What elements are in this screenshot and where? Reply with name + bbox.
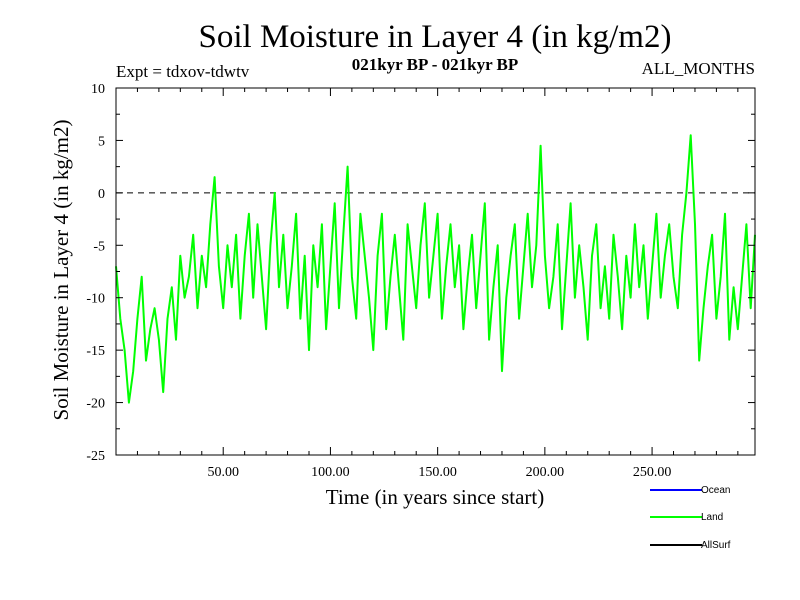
x-tick-label: 150.00 xyxy=(418,465,457,480)
legend-label-allsurf: AllSurf xyxy=(701,540,731,551)
y-axis-label: Soil Moisture in Layer 4 (in kg/m2) xyxy=(49,120,73,421)
y-tick-label: 5 xyxy=(98,134,105,149)
y-tick-label: 10 xyxy=(91,82,105,97)
chart-title: Soil Moisture in Layer 4 (in kg/m2) xyxy=(199,19,672,55)
y-tick-label: -15 xyxy=(86,344,105,359)
legend-item-allsurf: AllSurf xyxy=(650,540,731,551)
y-axis: -25 -20 -15 -10 -5 0 5 10 xyxy=(86,82,755,464)
y-tick-label: -20 xyxy=(86,397,105,412)
legend-item-ocean: Ocean xyxy=(650,485,730,496)
months-label: ALL_MONTHS xyxy=(642,59,755,78)
x-tick-label: 50.00 xyxy=(207,465,239,480)
x-tick-label: 250.00 xyxy=(633,465,672,480)
legend-item-land: Land xyxy=(650,512,723,523)
legend-label-land: Land xyxy=(701,512,723,523)
x-axis: 50.00 100.00 150.00 200.00 250.00 xyxy=(136,88,739,480)
y-tick-label: -10 xyxy=(86,292,105,307)
legend: Ocean Land AllSurf xyxy=(650,485,731,551)
period-label: 021kyr BP - 021kyr BP xyxy=(352,55,519,74)
experiment-label: Expt = tdxov-tdwtv xyxy=(116,62,250,81)
land-series-line xyxy=(115,134,756,404)
y-tick-label: 0 xyxy=(98,187,105,202)
y-tick-label: -25 xyxy=(86,449,105,464)
x-tick-label: 100.00 xyxy=(311,465,350,480)
legend-label-ocean: Ocean xyxy=(701,485,730,496)
x-tick-label: 200.00 xyxy=(526,465,565,480)
x-axis-label: Time (in years since start) xyxy=(326,485,545,509)
y-tick-label: -5 xyxy=(93,239,105,254)
